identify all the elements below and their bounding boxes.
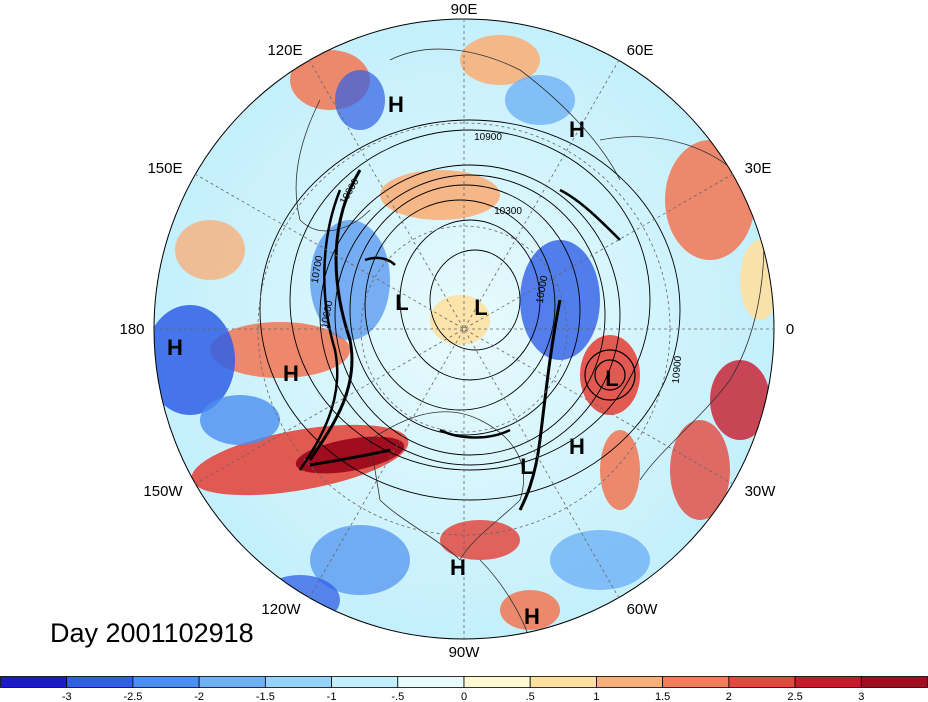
contour-label: 10300 xyxy=(494,206,522,217)
colorbar-box xyxy=(596,676,664,688)
contour-label: 10000 xyxy=(535,274,551,304)
lon-label-120e: 120E xyxy=(267,42,302,59)
lon-label-120w: 120W xyxy=(261,601,301,618)
polar-map: 90E 60E 30E 0 30W 60W 90W 120W 150W 180 … xyxy=(119,1,794,661)
colorbar-tick-label: .5 xyxy=(526,691,535,702)
colorbar-box xyxy=(331,676,399,688)
low-marker: L xyxy=(395,290,408,315)
colorbar-tick-label: -.5 xyxy=(391,691,404,702)
lon-label-0: 0 xyxy=(786,321,794,338)
colorbar-box xyxy=(198,676,266,688)
lon-label-90w: 90W xyxy=(449,644,481,661)
lon-label-150w: 150W xyxy=(143,483,183,500)
colorbar-tick-label: 0 xyxy=(461,691,467,702)
high-marker: H xyxy=(524,604,540,629)
contour-label: 10900 xyxy=(474,132,502,143)
colorbar-tick-label: -3 xyxy=(62,691,72,702)
contour-label: 10600 xyxy=(320,299,336,329)
colorbar-labels: -3 -2.5 -2 -1.5 -1 -.5 0 .5 1 1.5 2 2.5 3 xyxy=(62,691,865,702)
colorbar-box xyxy=(529,676,597,688)
pressure-centers: H H H H H H H L L L L xyxy=(167,92,619,629)
colorbar-box xyxy=(66,676,134,688)
colorbar-tick-label: -1.5 xyxy=(256,691,275,702)
colorbar-tick-label: 1.5 xyxy=(655,691,670,702)
high-marker: H xyxy=(450,555,466,580)
colorbar-box xyxy=(463,676,531,688)
lon-label-30w: 30W xyxy=(745,483,777,500)
colorbar-tick-label: 2 xyxy=(726,691,732,702)
colorbar-box xyxy=(132,676,200,688)
colorbar-tick-label: 1 xyxy=(593,691,599,702)
contour-label: 10900 xyxy=(671,355,684,384)
colorbar-tick-label: 2.5 xyxy=(787,691,802,702)
lon-label-60e: 60E xyxy=(627,42,654,59)
colorbar-box xyxy=(662,676,730,688)
high-marker: H xyxy=(569,434,585,459)
low-marker: L xyxy=(520,454,533,479)
contour-label: 10700 xyxy=(310,254,326,284)
colorbar-tick-label: -1 xyxy=(327,691,337,702)
colorbar-tick-label: -2.5 xyxy=(123,691,142,702)
graticule xyxy=(153,18,775,640)
colorbar-box xyxy=(794,676,862,688)
lon-label-60w: 60W xyxy=(627,601,659,618)
colorbar-box xyxy=(860,676,928,688)
colorbar-box xyxy=(397,676,465,688)
longitude-labels: 90E 60E 30E 0 30W 60W 90W 120W 150W 180 … xyxy=(119,1,794,661)
colorbar-box xyxy=(0,676,68,688)
high-marker: H xyxy=(167,335,183,360)
height-contours xyxy=(259,119,681,511)
lon-label-90e: 90E xyxy=(451,1,478,18)
low-marker: L xyxy=(474,295,487,320)
lon-label-150e: 150E xyxy=(147,160,182,177)
colorbar-box xyxy=(728,676,796,688)
lon-label-30e: 30E xyxy=(745,160,772,177)
date-title: Day 2001102918 xyxy=(50,618,254,648)
colorbar: -3 -2.5 -2 -1.5 -1 -.5 0 .5 1 1.5 2 2.5 3 xyxy=(0,676,928,702)
colorbar-box xyxy=(264,676,332,688)
high-marker: H xyxy=(283,361,299,386)
high-marker: H xyxy=(569,117,585,142)
lon-label-180: 180 xyxy=(119,321,144,338)
colorbar-tick-label: -2 xyxy=(194,691,204,702)
colorbar-tick-label: 3 xyxy=(858,691,864,702)
high-marker: H xyxy=(388,92,404,117)
colorbar-boxes xyxy=(0,676,928,688)
coastlines xyxy=(295,48,765,639)
low-marker: L xyxy=(605,366,618,391)
